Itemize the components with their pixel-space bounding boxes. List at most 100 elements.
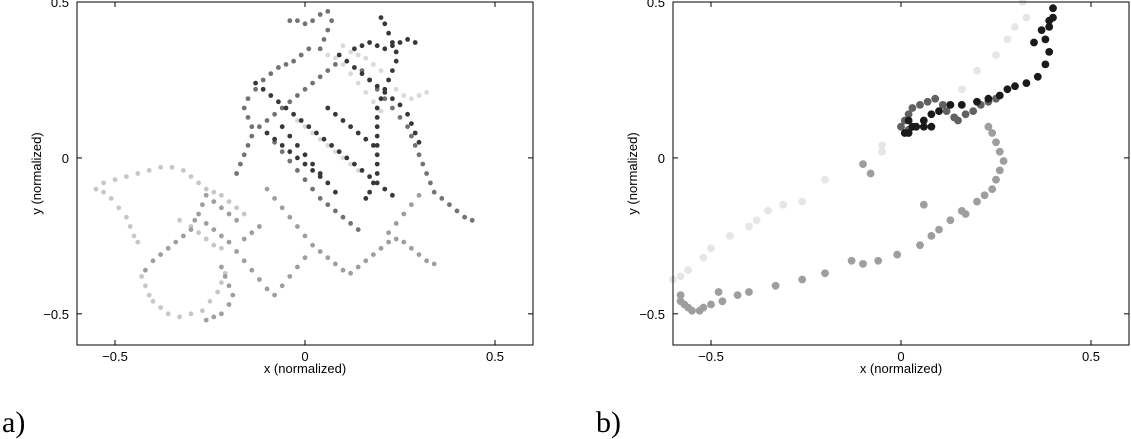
scatter-point bbox=[325, 68, 331, 73]
scatter-point bbox=[306, 46, 312, 52]
scatter-point bbox=[283, 105, 289, 111]
scatter-point bbox=[196, 180, 202, 186]
scatter-point bbox=[291, 111, 296, 117]
scatter-point bbox=[378, 15, 384, 20]
scatter-point bbox=[688, 306, 696, 315]
scatter-point bbox=[352, 46, 357, 52]
scatter-point bbox=[363, 90, 369, 95]
scatter-point bbox=[699, 303, 708, 312]
scatter-point bbox=[859, 160, 867, 169]
scatter-point bbox=[348, 49, 353, 55]
scatter-point bbox=[348, 71, 353, 77]
scatter-point bbox=[260, 77, 266, 83]
scatter-point bbox=[428, 180, 433, 186]
scatter-point bbox=[726, 232, 734, 240]
y-tick-label: 0.5 bbox=[51, 0, 69, 10]
scatter-point bbox=[409, 133, 414, 139]
scatter-point bbox=[196, 211, 202, 217]
scatter-point bbox=[374, 180, 380, 186]
scatter-point bbox=[219, 192, 224, 198]
scatter-point bbox=[1045, 48, 1054, 56]
scatter-point bbox=[927, 110, 936, 119]
scatter-point bbox=[264, 130, 270, 136]
scatter-point bbox=[367, 189, 372, 195]
scatter-point bbox=[919, 122, 928, 131]
scatter-point bbox=[200, 202, 205, 208]
scatter-point bbox=[203, 221, 209, 226]
scatter-point bbox=[234, 205, 240, 211]
scatter-point bbox=[340, 118, 346, 123]
scatter-point bbox=[374, 83, 380, 89]
scatter-point bbox=[340, 43, 346, 49]
scatter-point bbox=[1011, 82, 1019, 91]
scatter-point bbox=[957, 101, 966, 109]
scatter-point bbox=[916, 101, 924, 109]
scatter-point bbox=[139, 274, 145, 279]
scatter-point bbox=[150, 258, 156, 264]
scatter-point bbox=[409, 245, 414, 251]
scatter-point bbox=[181, 168, 186, 173]
scatter-point bbox=[938, 101, 947, 109]
scatter-point bbox=[287, 99, 293, 105]
scatter-point bbox=[146, 292, 152, 298]
scatter-point bbox=[1018, 0, 1027, 6]
scatter-point bbox=[333, 62, 338, 67]
scatter-point bbox=[302, 152, 308, 158]
scatter-point bbox=[469, 217, 475, 223]
scatter-point bbox=[390, 96, 395, 102]
scatter-point bbox=[287, 158, 293, 164]
scatter-point bbox=[203, 186, 209, 192]
scatter-point bbox=[904, 116, 913, 125]
scatter-point bbox=[707, 300, 715, 309]
scatter-point bbox=[961, 110, 970, 119]
scatter-point bbox=[412, 130, 418, 136]
scatter-point bbox=[359, 168, 365, 173]
scatter-point bbox=[431, 261, 437, 267]
scatter-point bbox=[112, 177, 118, 183]
scatter-point bbox=[363, 55, 369, 61]
scatter-point bbox=[374, 143, 380, 148]
scatter-point bbox=[397, 102, 403, 108]
plot-frame bbox=[672, 1, 1130, 346]
scatter-point bbox=[317, 12, 323, 17]
scatter-point bbox=[752, 216, 761, 225]
scatter-point bbox=[374, 152, 380, 158]
scatter-point bbox=[253, 86, 258, 92]
scatter-point bbox=[374, 133, 380, 139]
scatter-point bbox=[371, 252, 376, 257]
scatter-point bbox=[276, 99, 281, 105]
scatter-point bbox=[287, 149, 293, 155]
scatter-point bbox=[348, 124, 353, 130]
scatter-point bbox=[447, 202, 452, 208]
scatter-point bbox=[279, 143, 285, 148]
scatter-point bbox=[821, 269, 829, 278]
x-axis-label: x (normalized) bbox=[264, 361, 346, 376]
scatter-point bbox=[287, 274, 293, 279]
scatter-point bbox=[222, 274, 228, 279]
scatter-point bbox=[287, 133, 293, 139]
scatter-point bbox=[382, 186, 388, 192]
scatter-point bbox=[219, 280, 224, 285]
scatter-point bbox=[897, 122, 905, 131]
scatter-point bbox=[893, 250, 902, 259]
scatter-point bbox=[676, 291, 685, 299]
y-axis-label: y (normalized) bbox=[625, 132, 640, 214]
scatter-point bbox=[295, 93, 300, 98]
scatter-point bbox=[745, 222, 753, 231]
scatter-point bbox=[287, 214, 293, 220]
scatter-point bbox=[374, 171, 380, 176]
scatter-point bbox=[374, 115, 380, 120]
scatter-point bbox=[367, 174, 372, 180]
scatter-point bbox=[866, 169, 875, 178]
panel-label: a) bbox=[2, 406, 25, 439]
scatter-point bbox=[279, 105, 285, 111]
scatter-point bbox=[211, 189, 217, 195]
scatter-point bbox=[348, 221, 353, 226]
scatter-point bbox=[150, 298, 156, 304]
scatter-point bbox=[355, 227, 361, 233]
scatter-point bbox=[745, 288, 753, 296]
x-tick-label: −0.5 bbox=[698, 349, 724, 364]
scatter-point bbox=[325, 105, 331, 111]
x-tick-label: −0.5 bbox=[102, 349, 128, 364]
scatter-point bbox=[374, 105, 380, 111]
